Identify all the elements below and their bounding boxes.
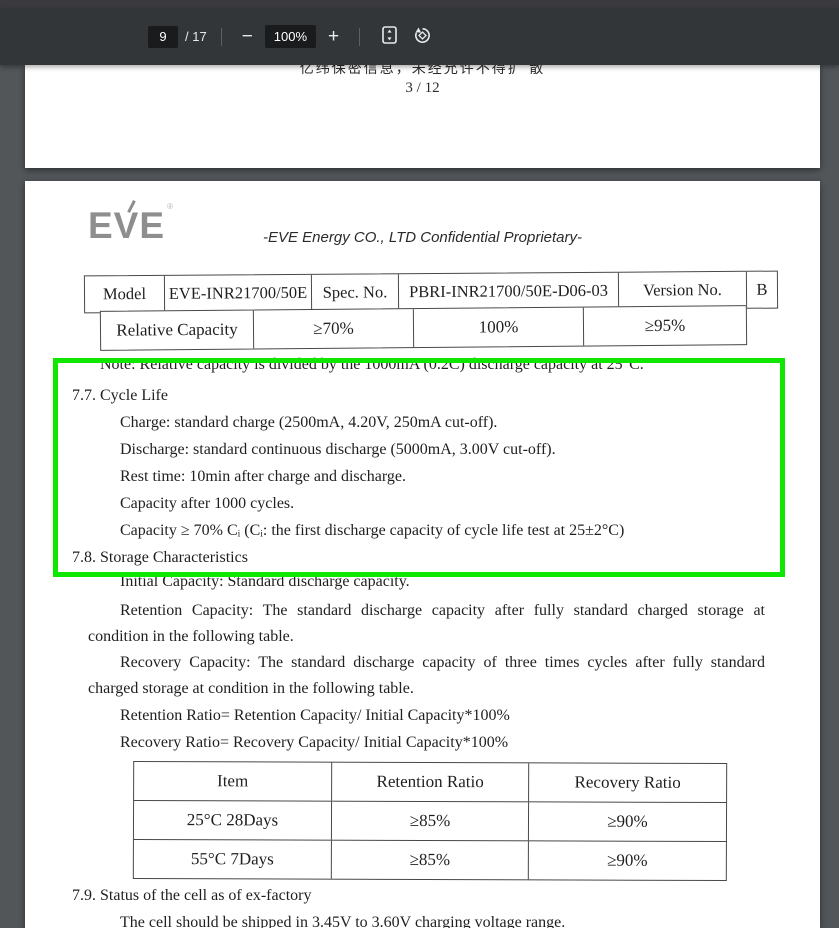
pdf-viewer-canvas[interactable]: 亿纬保密信息，未经允许不得扩 散 3 / 12 EVE ® -EVE Energ…: [0, 65, 839, 928]
table-header-row: Item Retention Ratio Recovery Ratio: [134, 762, 727, 803]
section-7-8-heading: 7.8. Storage Characteristics: [72, 549, 248, 566]
confidential-note-cn: 亿纬保密信息，未经允许不得扩 散: [299, 65, 546, 77]
retention-value-cell: ≥85%: [330, 801, 529, 841]
item-header-cell: Item: [217, 771, 249, 791]
relative-capacity-label-cell: Relative Capacity: [116, 319, 238, 340]
recovery-ratio-header-cell: Recovery Ratio: [528, 763, 727, 803]
toolbar-divider: [220, 27, 222, 46]
retention-capacity-paragraph: Retention Capacity: The standard dischar…: [88, 602, 765, 645]
fit-page-button[interactable]: [374, 23, 405, 50]
table-row: 55°C 7Days ≥85% ≥90%: [133, 838, 726, 881]
relative-capacity-cell: ≥95%: [582, 306, 747, 346]
zoom-out-button[interactable]: −: [236, 23, 259, 50]
rotate-counterclockwise-icon: [413, 26, 432, 48]
version-label-cell: Version No.: [617, 271, 747, 309]
retention-value-cell: ≥85%: [330, 840, 528, 880]
relative-capacity-cell: ≥70%: [252, 309, 414, 349]
document-header: EVE ® -EVE Energy CO., LTD Confidential …: [25, 181, 820, 273]
retention-ratio-header-cell: Retention Ratio: [331, 762, 529, 802]
rotate-button[interactable]: [405, 23, 440, 51]
recovery-ratio-formula: Recovery Ratio= Recovery Capacity/ Initi…: [120, 734, 509, 751]
eve-logo: EVE ®: [88, 200, 173, 246]
version-value-cell: B: [745, 271, 778, 308]
cycle-life-criterion-line: Capacity ≥ 70% Cᵢ (Cᵢ: the first dischar…: [120, 522, 625, 539]
storage-characteristics-table: Item Retention Ratio Recovery Ratio 25°C…: [132, 760, 728, 882]
ex-factory-voltage-line: The cell should be shipped in 3.45V to 3…: [120, 914, 566, 928]
zoom-in-button[interactable]: +: [322, 23, 345, 50]
model-value-cell: EVE-INR21700/50E: [163, 274, 312, 312]
section-7-7-heading: 7.7. Cycle Life: [72, 387, 168, 404]
pdf-toolbar: / 17 − 100% +: [0, 8, 839, 65]
recovery-capacity-paragraph: Recovery Capacity: The standard discharg…: [88, 654, 765, 697]
item-cell: 25°C 28Days: [186, 810, 279, 830]
note-relative-capacity: Note: Relative capacity is divided by th…: [100, 356, 644, 373]
fit-page-icon: [382, 26, 397, 47]
page-number-input[interactable]: [148, 25, 178, 48]
retention-ratio-formula: Retention Ratio= Retention Capacity/ Ini…: [120, 707, 510, 724]
cycle-life-rest-line: Rest time: 10min after charge and discha…: [120, 468, 406, 485]
table-row: 25°C 28Days ≥85% ≥90%: [133, 799, 727, 842]
page-count-label: / 17: [185, 29, 207, 44]
confidential-header: -EVE Energy CO., LTD Confidential Propri…: [262, 229, 582, 246]
pdf-page-current: EVE ® -EVE Energy CO., LTD Confidential …: [25, 181, 820, 928]
recovery-value-cell: ≥90%: [527, 841, 726, 881]
zoom-level-display[interactable]: 100%: [264, 25, 317, 48]
registered-mark-icon: ®: [167, 202, 175, 211]
recovery-value-cell: ≥90%: [527, 802, 727, 842]
eve-logo-text: EVE: [88, 205, 166, 246]
pdf-page-previous: 亿纬保密信息，未经允许不得扩 散 3 / 12: [25, 65, 820, 168]
page-indicator: 3 / 12: [405, 80, 440, 96]
item-cell: 55°C 7Days: [190, 849, 274, 869]
relative-capacity-cell: 100%: [412, 307, 584, 348]
model-label-cell: Model: [102, 283, 147, 304]
cycle-life-charge-line: Charge: standard charge (2500mA, 4.20V, …: [120, 414, 498, 431]
cycle-life-discharge-line: Discharge: standard continuous discharge…: [120, 441, 556, 458]
spec-no-value-cell: PBRI-INR21700/50E-D06-03: [397, 272, 619, 311]
section-7-9-heading: 7.9. Status of the cell as of ex-factory: [72, 887, 312, 904]
cycle-life-capacity-line: Capacity after 1000 cycles.: [120, 495, 295, 512]
relative-capacity-row: Relative Capacity ≥70% 100% ≥95%: [99, 305, 748, 351]
toolbar-divider: [359, 27, 361, 46]
spec-no-label-cell: Spec. No.: [310, 274, 399, 311]
browser-chrome-strip: [0, 0, 839, 8]
initial-capacity-line: Initial Capacity: Standard discharge cap…: [120, 573, 410, 590]
